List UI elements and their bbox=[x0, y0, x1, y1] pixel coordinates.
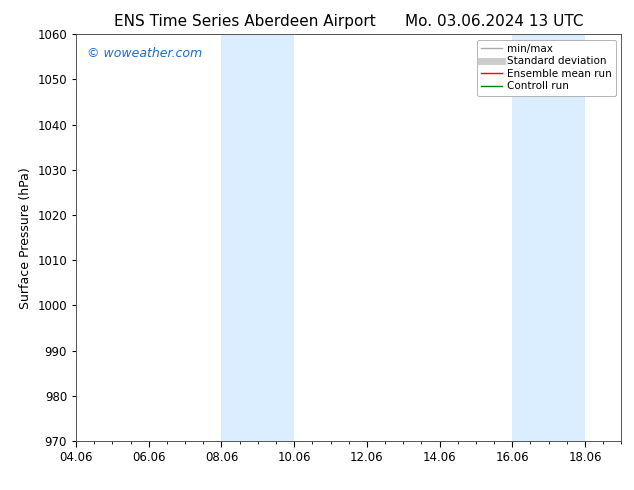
Bar bbox=[221, 34, 258, 441]
Y-axis label: Surface Pressure (hPa): Surface Pressure (hPa) bbox=[19, 167, 32, 309]
Bar bbox=[512, 34, 548, 441]
Legend: min/max, Standard deviation, Ensemble mean run, Controll run: min/max, Standard deviation, Ensemble me… bbox=[477, 40, 616, 96]
Title: ENS Time Series Aberdeen Airport      Mo. 03.06.2024 13 UTC: ENS Time Series Aberdeen Airport Mo. 03.… bbox=[114, 14, 583, 29]
Bar bbox=[258, 34, 294, 441]
Text: © woweather.com: © woweather.com bbox=[87, 47, 202, 59]
Bar bbox=[548, 34, 585, 441]
